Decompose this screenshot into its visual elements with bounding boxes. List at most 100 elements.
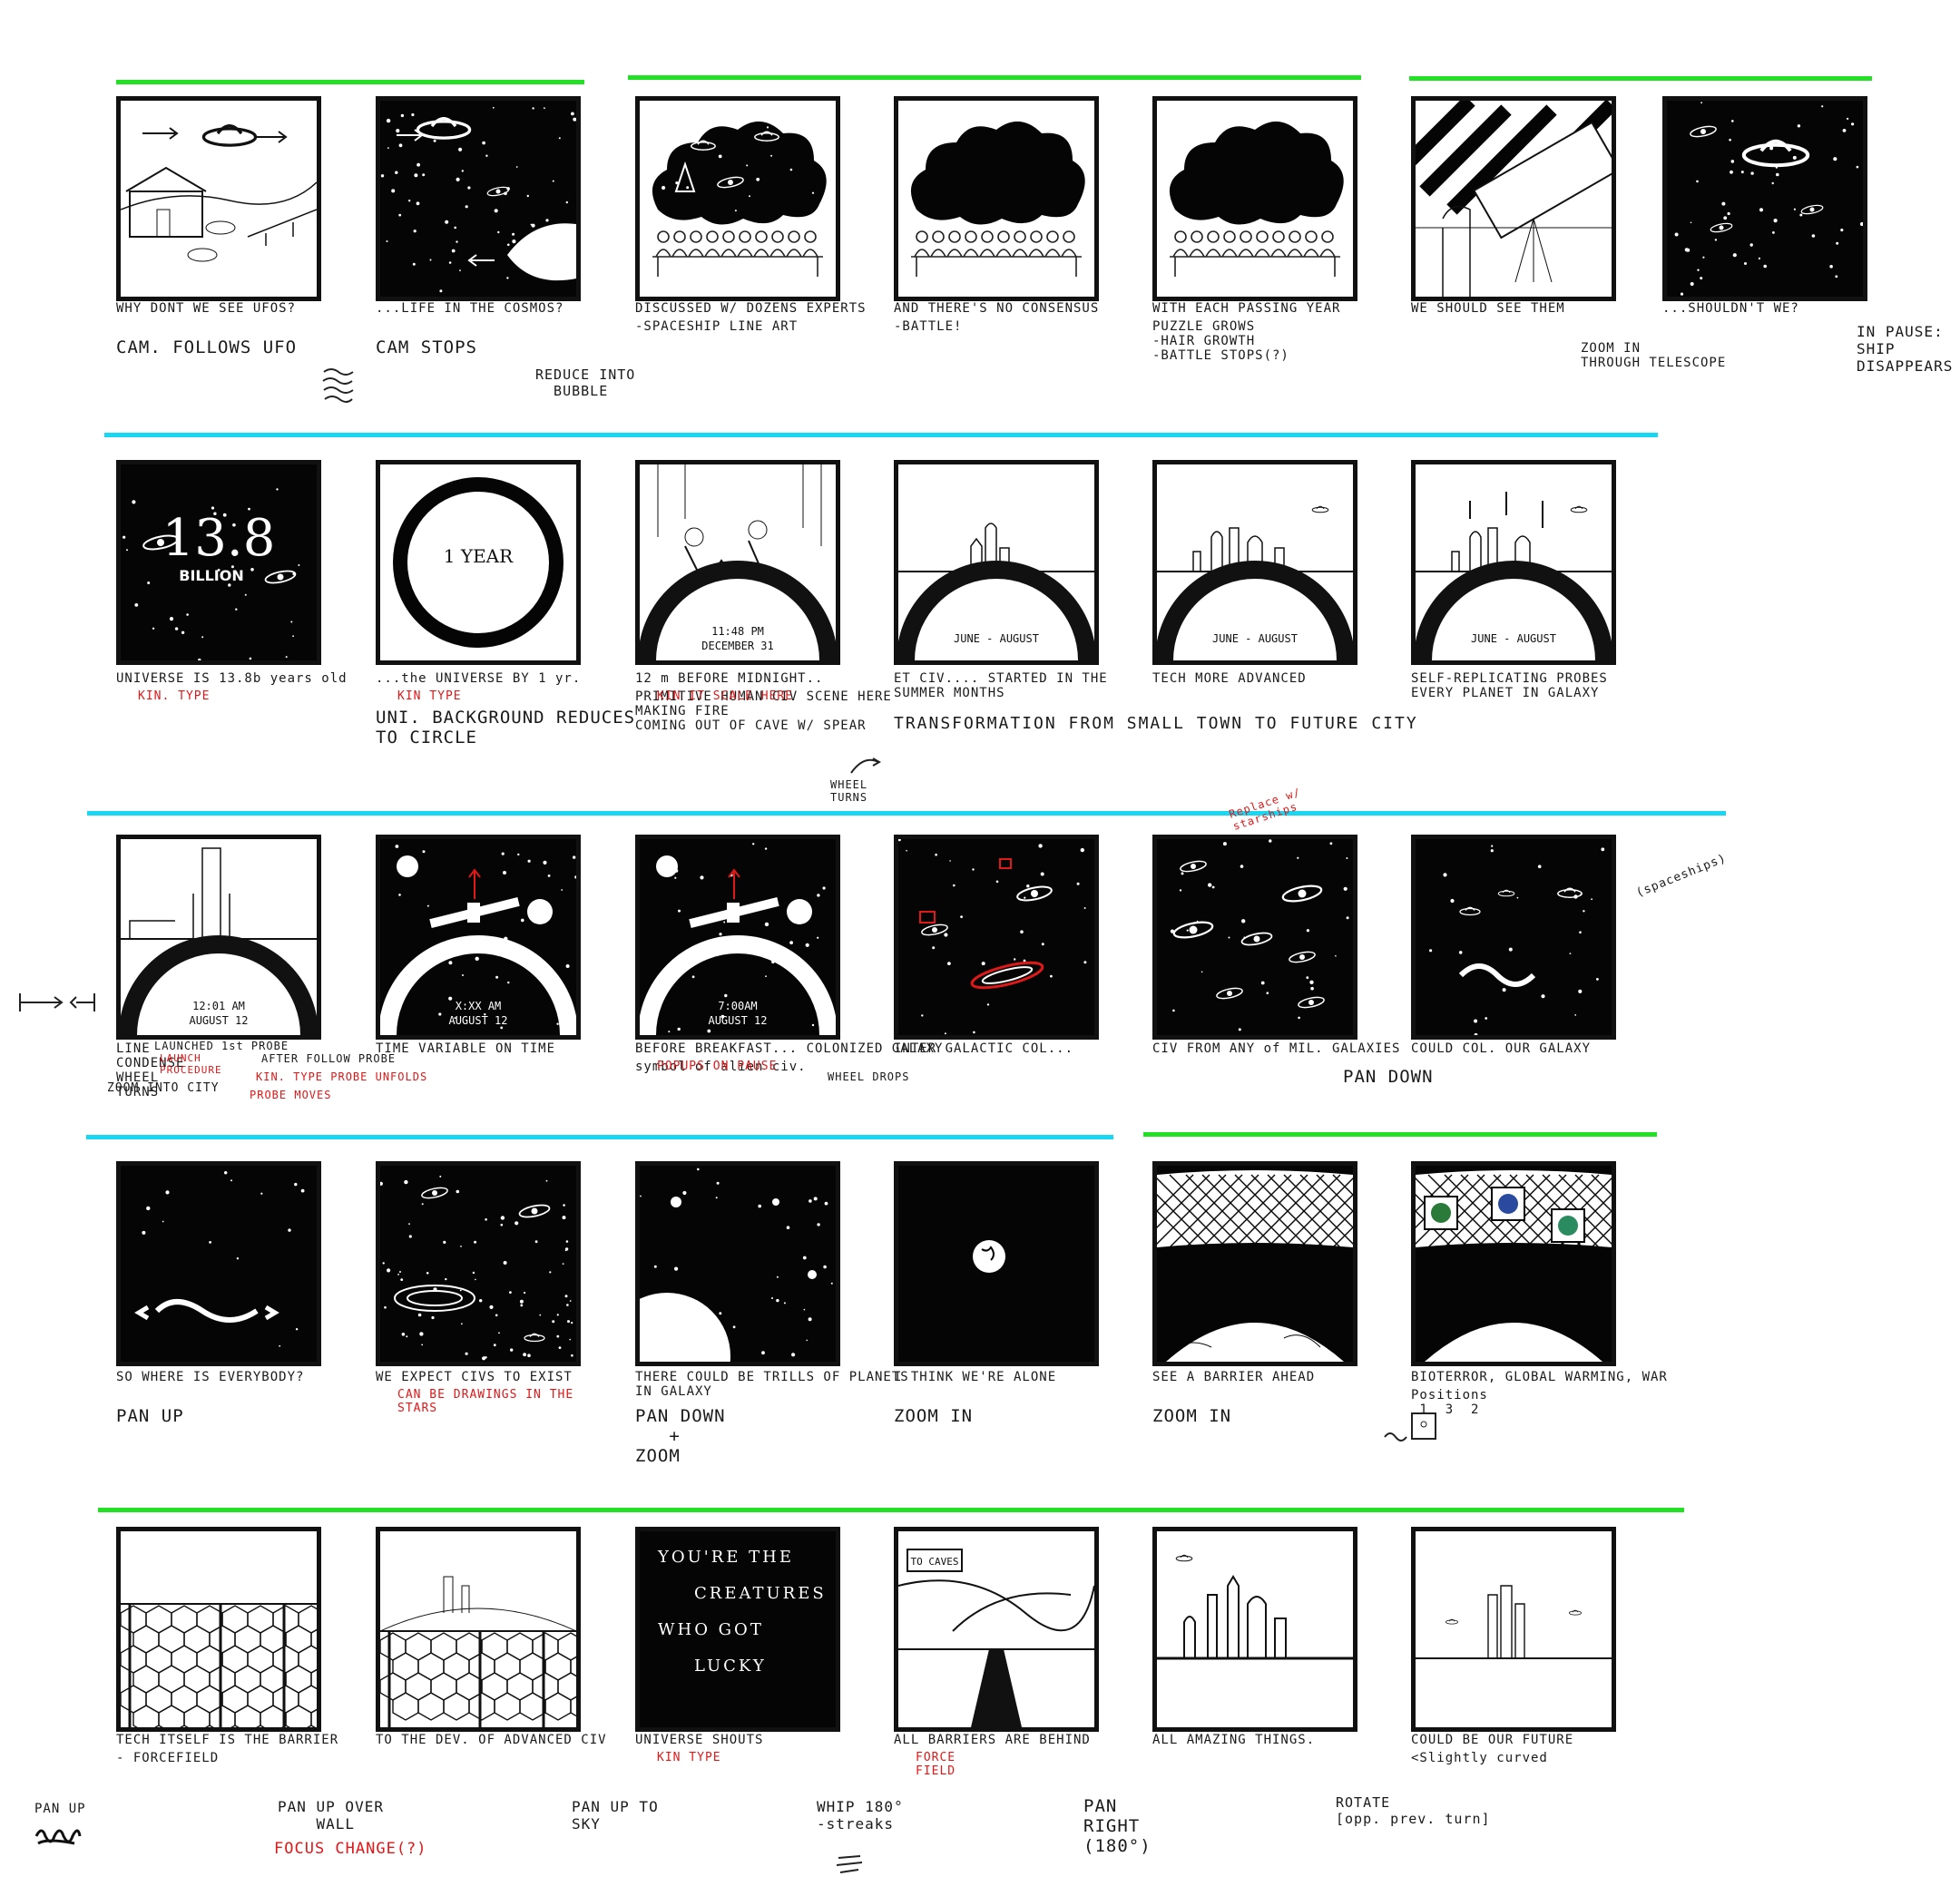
panel-art <box>1416 1170 1612 1362</box>
panel-caption: THERE COULD BE TRILLS OF PLANETS IN GALA… <box>635 1370 909 1399</box>
note-replace-starships: Replace w/ starships <box>1227 785 1303 834</box>
streaks-icon <box>836 1855 863 1873</box>
panel-r1p3 <box>635 96 840 301</box>
road-sign: TO CAVES <box>911 1556 959 1568</box>
panel-art <box>973 1240 1005 1273</box>
panel-art: 1 YEAR <box>393 477 564 648</box>
panel-r5p1 <box>116 1527 321 1732</box>
panel-r3p1: 12:01 AM AUGUST 12 <box>116 835 321 1040</box>
panel-r5p2 <box>376 1527 581 1732</box>
panel-art <box>647 114 834 287</box>
panel-red-note: KIN TYPE <box>397 689 462 703</box>
panel-r1p6 <box>1411 96 1616 301</box>
row1-divider-c <box>1409 76 1872 81</box>
panel-r1p1 <box>116 96 321 301</box>
panel-caption: BIOTERROR, GLOBAL WARMING, WAR <box>1411 1370 1668 1384</box>
panel-art: JUNE - AUGUST <box>898 523 1094 660</box>
panel-caption: TECH ITSELF IS THE BARRIER <box>116 1733 339 1747</box>
panel-subcaption: -SPACESHIP LINE ART <box>635 319 799 334</box>
panel-caption: TO THE DEV. OF ADVANCED CIV <box>376 1733 607 1747</box>
panel-r5p4: TO CAVES <box>894 1527 1099 1732</box>
panel-caption: WITH EACH PASSING YEAR <box>1152 301 1341 316</box>
panel-r2p3: 11:48 PM DECEMBER 31 <box>635 460 840 665</box>
note-launch-red: LAUNCH PROCEDURE <box>160 1052 222 1076</box>
panel-r2p1: 13.8 BILLION <box>116 460 321 665</box>
panel-caption: DISCUSSED W/ DOZENS EXPERTS <box>635 301 867 316</box>
panel-art <box>121 124 317 262</box>
panel-art: X:XX AM AUGUST 12 <box>380 845 576 1035</box>
note-after-follow: AFTER FOLLOW PROBE <box>261 1052 397 1065</box>
panel-art: JUNE - AUGUST <box>1157 505 1353 660</box>
panel-art: JUNE - AUGUST <box>1416 492 1612 660</box>
panel-art <box>121 1603 317 1727</box>
panel-r1p7 <box>1662 96 1867 301</box>
row4-divider-b <box>1143 1132 1657 1137</box>
note-focus-change: FOCUS CHANGE(?) <box>274 1840 427 1858</box>
lucky-text-line: CREATURES <box>694 1584 827 1603</box>
panel-caption: UNIVERSE SHOUTS <box>635 1733 764 1747</box>
panel-r3p5 <box>1152 835 1357 1040</box>
arc-label: DECEMBER 31 <box>701 640 773 652</box>
panel-art: 12:01 AM AUGUST 12 <box>121 847 317 1035</box>
row4-divider-a <box>86 1135 1113 1139</box>
panel-caption: ALL AMAZING THINGS. <box>1152 1733 1316 1747</box>
panel-caption: COULD COL. OUR GALAXY <box>1411 1041 1592 1056</box>
panel-art <box>380 106 576 293</box>
panel-r3p6 <box>1411 835 1616 1040</box>
panel-red-note: CAN BE DRAWINGS IN THE STARS <box>397 1388 574 1415</box>
panel-art <box>1416 1585 1612 1659</box>
row2-divider <box>104 433 1658 437</box>
panel-caption: ALL BARRIERS ARE BEHIND <box>894 1733 1091 1747</box>
line-condense-icon <box>19 993 95 1012</box>
panel-subcaption: PUZZLE GROWS -HAIR GROWTH -BATTLE STOPS(… <box>1152 319 1289 363</box>
panel-art: 13.8 BILLION <box>122 488 300 660</box>
panel-action: PAN UP <box>116 1406 184 1426</box>
arc-label: JUNE - AUGUST <box>1212 632 1298 645</box>
row5-divider <box>98 1508 1684 1512</box>
panel-art <box>1674 102 1863 296</box>
panel-caption: WE EXPECT CIVS TO EXIST <box>376 1370 573 1384</box>
panel-caption: ...the UNIVERSE BY 1 yr. <box>376 671 582 686</box>
note-pan-up-sky: PAN UP TO SKY <box>572 1798 659 1832</box>
panel-caption: SO WHERE IS EVERYBODY? <box>116 1370 305 1384</box>
note-whip: WHIP 180° -streaks <box>817 1798 904 1832</box>
note-pan-right: PAN RIGHT (180°) <box>1083 1796 1152 1856</box>
panel-r4p2 <box>376 1161 581 1366</box>
arc-label: 12:01 AM <box>192 1000 245 1012</box>
panel-r3p2: X:XX AM AUGUST 12 <box>376 835 581 1040</box>
arc-label: JUNE - AUGUST <box>1471 632 1556 645</box>
panel-caption: ...SHOULDN'T WE? <box>1662 301 1799 316</box>
arc-label: 11:48 PM <box>711 625 764 638</box>
panel-caption: LINE CONDENSE WHEEL TURNS <box>116 1041 185 1099</box>
panel-r4p6 <box>1411 1161 1616 1366</box>
row3-divider <box>87 811 1726 816</box>
note-transformation: TRANSFORMATION FROM SMALL TOWN TO FUTURE… <box>894 714 1418 733</box>
arc-label: AUGUST 12 <box>189 1014 248 1027</box>
panel-caption: UNIVERSE IS 13.8b years old <box>116 671 348 686</box>
panel-action: ZOOM IN <box>894 1406 974 1426</box>
panel-red-note: POPUPS ON PAUSE <box>657 1060 778 1073</box>
panel-caption: ...LIFE IN THE COSMOS? <box>376 301 564 316</box>
panel-caption: AND THERE'S NO CONSENSUS <box>894 301 1100 316</box>
panel-r1p5 <box>1152 96 1357 301</box>
panel-action: CAM STOPS <box>376 337 477 357</box>
panel-r4p1 <box>116 1161 321 1366</box>
panel-r2p4: JUNE - AUGUST <box>894 460 1099 665</box>
arc-label: X:XX AM <box>456 1000 502 1012</box>
panel-action: PAN DOWN + ZOOM <box>635 1406 726 1466</box>
panel-r3p4 <box>894 835 1099 1040</box>
panel-caption: ET CIV.... STARTED IN THE SUMMER MONTHS <box>894 671 1108 700</box>
panel-subcaption: <Slightly curved <box>1411 1751 1548 1765</box>
panel-caption: I THINK WE'RE ALONE <box>894 1370 1057 1384</box>
panel-r1p4 <box>894 96 1099 301</box>
panel-subcaption: symbol of alien civ. <box>635 1060 807 1074</box>
panel-subcaption: Positions 1 3 2 <box>1411 1388 1488 1417</box>
lucky-text-line: YOU'RE THE <box>657 1548 794 1567</box>
panel-red-note: FORCE FIELD <box>916 1751 956 1778</box>
lucky-text-line: LUCKY <box>694 1657 767 1676</box>
note-rotate: ROTATE [opp. prev. turn] <box>1336 1794 1491 1827</box>
note-launched: LAUNCHED 1st PROBE <box>154 1040 289 1052</box>
panel-action: ZOOM IN <box>1152 1406 1232 1426</box>
panel-art <box>640 1168 833 1362</box>
panel-action: CAM. FOLLOWS UFO <box>116 337 298 357</box>
